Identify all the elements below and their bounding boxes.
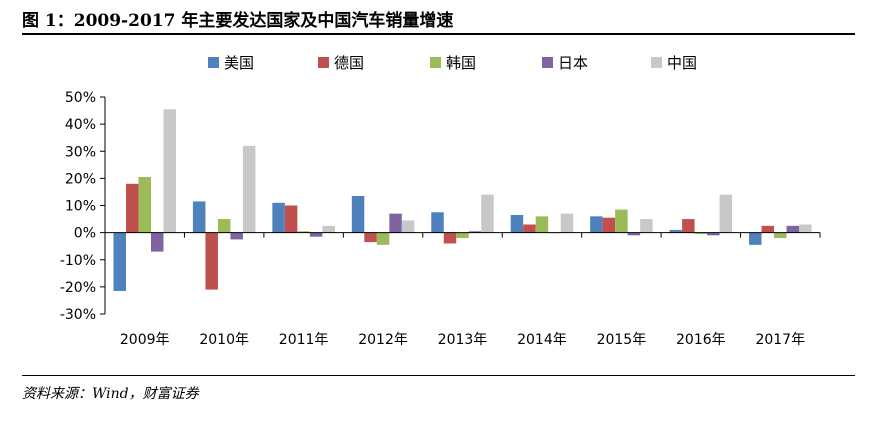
title-rule <box>22 33 855 35</box>
legend-swatch <box>430 57 441 68</box>
bar-0-0 <box>113 232 126 291</box>
bar-3-4 <box>468 231 482 233</box>
x-tick-label: 2014年 <box>517 332 567 348</box>
bar-1-0 <box>125 183 139 233</box>
legend-label: 中国 <box>667 54 697 72</box>
bar-2-1 <box>217 219 231 233</box>
bar-0-8 <box>749 232 762 245</box>
bar-group <box>113 109 812 291</box>
bar-0-5 <box>510 214 524 233</box>
bar-2-7 <box>694 232 708 234</box>
bar-3-7 <box>707 232 720 236</box>
bar-4-6 <box>640 219 653 233</box>
bar-4-0 <box>163 109 176 233</box>
y-tick-label: -10% <box>60 253 96 269</box>
bar-1-1 <box>205 232 218 290</box>
x-tick-label: 2013年 <box>438 332 488 348</box>
bar-2-8 <box>774 232 787 239</box>
bar-2-3 <box>376 232 390 245</box>
bar-2-4 <box>456 232 469 239</box>
legend-label: 德国 <box>334 54 364 72</box>
x-tick-label: 2016年 <box>676 332 726 348</box>
bar-1-2 <box>284 205 298 233</box>
chart-legend: 美国 德国 韩国 日本 中国 <box>208 54 697 72</box>
x-axis: 2009年 2010年 2011年 2012年 2013年 2014年 2015年 2016年… <box>104 232 821 348</box>
bar-3-8 <box>786 225 800 233</box>
bar-1-3 <box>364 232 377 243</box>
y-tick-label: 20% <box>65 171 96 187</box>
bar-0-4 <box>431 212 444 233</box>
legend-swatch <box>318 57 329 68</box>
figure-title: 图 1：2009-2017 年主要发达国家及中国汽车销量增速 <box>22 11 454 31</box>
x-tick-label: 2010年 <box>199 332 249 348</box>
bar-2-5 <box>535 216 549 233</box>
bar-3-3 <box>389 213 402 233</box>
bar-2-2 <box>297 231 310 233</box>
bar-4-7 <box>719 194 733 233</box>
y-tick-label: -20% <box>60 280 96 296</box>
bar-1-5 <box>523 224 536 233</box>
bar-1-8 <box>761 225 775 233</box>
y-tick-label: 10% <box>65 199 96 215</box>
x-tick-label: 2011年 <box>279 332 329 348</box>
bar-1-4 <box>443 232 457 244</box>
bar-1-6 <box>602 217 616 233</box>
bar-0-7 <box>669 229 683 233</box>
bar-2-0 <box>138 177 151 233</box>
y-tick-label: -30% <box>60 307 96 323</box>
bar-4-2 <box>322 225 335 233</box>
legend-swatch <box>208 57 219 68</box>
bar-4-3 <box>401 220 415 233</box>
bar-3-6 <box>627 232 641 236</box>
bar-0-1 <box>192 201 206 233</box>
source-note: 资料来源：Wind，财富证券 <box>22 386 199 402</box>
bar-4-8 <box>799 224 812 233</box>
bar-0-2 <box>272 202 285 233</box>
y-tick-label: 50% <box>65 90 96 106</box>
legend-label: 日本 <box>558 54 588 72</box>
legend-swatch <box>542 57 553 68</box>
y-tick-label: 30% <box>65 144 96 160</box>
bar-0-6 <box>590 216 603 233</box>
bar-2-6 <box>615 209 628 233</box>
bar-3-0 <box>150 232 164 252</box>
x-tick-label: 2017年 <box>755 332 805 348</box>
bar-3-2 <box>309 232 323 237</box>
y-tick-label: 40% <box>65 117 96 133</box>
bar-chart: 美国 德国 韩国 日本 中国 -30% -20% -10% 0% 10% 20% 30% 40% 50%… <box>60 54 821 348</box>
bar-4-1 <box>242 145 256 233</box>
bar-4-5 <box>560 213 574 233</box>
bar-1-7 <box>682 219 695 233</box>
legend-label: 韩国 <box>446 54 476 72</box>
y-tick-label: 0% <box>74 226 96 242</box>
bar-4-4 <box>481 194 494 233</box>
x-tick-label: 2015年 <box>597 332 647 348</box>
legend-label: 美国 <box>224 54 254 72</box>
source-rule <box>22 375 855 376</box>
legend-swatch <box>651 57 662 68</box>
x-tick-label: 2012年 <box>358 332 408 348</box>
x-tick-label: 2009年 <box>120 332 170 348</box>
bar-0-3 <box>351 196 365 233</box>
y-axis: -30% -20% -10% 0% 10% 20% 30% 40% 50% <box>60 90 106 323</box>
bar-3-1 <box>230 232 243 240</box>
